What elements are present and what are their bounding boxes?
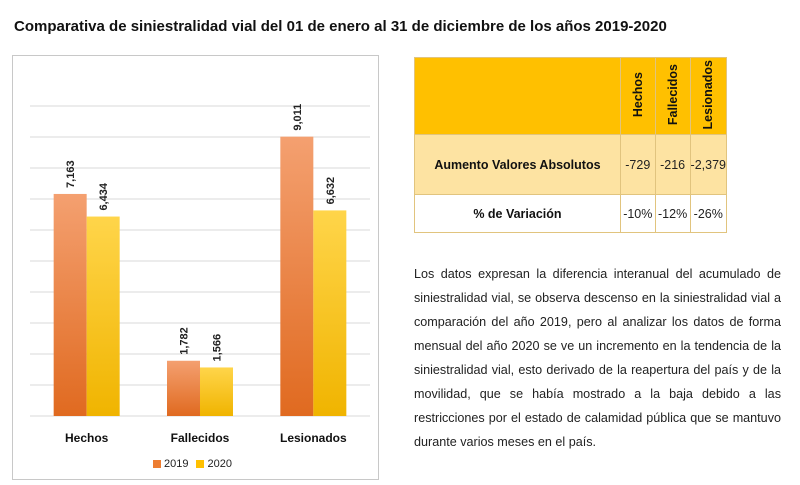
data-label-2020-lesionados: 6,632	[325, 177, 337, 205]
col-header-hechos: Hechos	[619, 57, 656, 135]
row-label-variation: % de Variación	[414, 194, 621, 233]
cell-var-hechos: -10%	[619, 194, 656, 233]
data-label-2020-hechos: 6,434	[98, 182, 110, 210]
table-row-variation: % de Variación -10% -12% -26%	[414, 194, 728, 233]
legend-swatch-2020	[196, 460, 205, 468]
cell-var-lesionados: -26%	[689, 194, 728, 233]
data-label-2019-hechos: 7,163	[65, 160, 77, 188]
page-title: Comparativa de siniestralidad vial del 0…	[14, 18, 667, 35]
col-header-fallecidos: Fallecidos	[654, 57, 691, 135]
data-label-2019-fallecidos: 1,782	[179, 327, 191, 355]
table-header-row: Hechos Fallecidos Lesionados	[414, 57, 728, 135]
chart-legend: 2019 2020	[153, 458, 232, 470]
bar-2019-fallecidos	[167, 360, 200, 416]
data-label-2019-lesionados: 9,011	[292, 104, 304, 131]
category-label-lesionados: Lesionados	[280, 431, 347, 445]
bar-2020-fallecidos	[200, 367, 233, 416]
legend-label-2019: 2019	[164, 458, 189, 470]
cell-abs-fallecidos: -216	[654, 134, 691, 195]
bar-2019-hechos	[53, 193, 87, 416]
analysis-paragraph: Los datos expresan la diferencia interan…	[414, 267, 781, 449]
bar-2020-lesionados	[313, 210, 347, 416]
cell-abs-hechos: -729	[619, 134, 656, 195]
cell-abs-lesionados: -2,379	[689, 134, 728, 195]
bar-chart: 7,163 6,434 Hechos 1,782 1,566 Fallecidos 9,01…	[30, 104, 370, 445]
table-header-corner	[414, 57, 621, 135]
row-label-absolute: Aumento Valores Absolutos	[414, 134, 621, 195]
summary-table: Hechos Fallecidos Lesionados Aumento Val…	[414, 57, 728, 233]
legend-item-2019: 2019	[153, 458, 188, 470]
category-label-hechos: Hechos	[65, 431, 109, 445]
legend-item-2020: 2020	[196, 458, 232, 470]
bar-2019-lesionados	[280, 136, 314, 416]
legend-swatch-2019	[153, 460, 161, 468]
table-row-absolute: Aumento Valores Absolutos -729 -216 -2,3…	[414, 134, 728, 195]
col-header-lesionados: Lesionados	[689, 57, 728, 135]
data-label-2020-fallecidos: 1,566	[212, 334, 224, 362]
cell-var-fallecidos: -12%	[654, 194, 691, 233]
chart-frame: 7,163 6,434 Hechos 1,782 1,566 Fallecidos 9,01…	[12, 55, 379, 480]
bar-2020-hechos	[86, 216, 120, 416]
category-label-fallecidos: Fallecidos	[171, 431, 230, 445]
legend-label-2020: 2020	[207, 458, 232, 470]
